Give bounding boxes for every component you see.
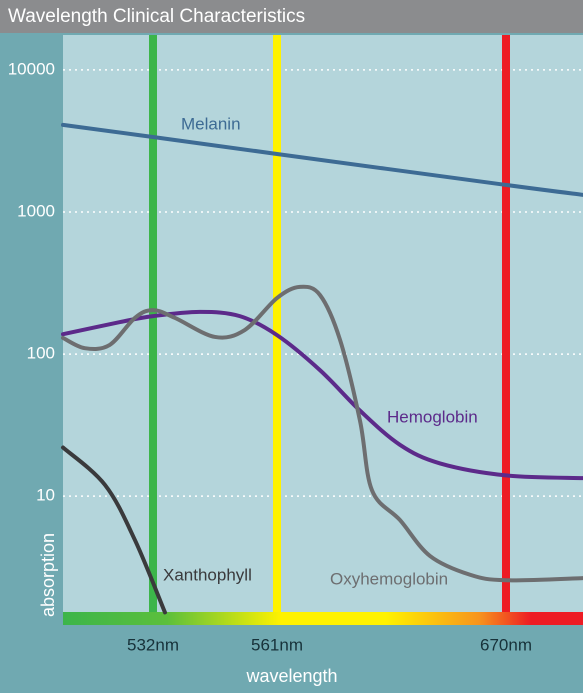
series-line [61, 445, 167, 615]
y-tick-label: 10 [36, 486, 55, 505]
series-line [61, 309, 583, 481]
x-axis-label: wavelength [245, 666, 337, 686]
series-label: Hemoglobin [387, 407, 478, 426]
series-label: Melanin [181, 114, 241, 133]
series-line [61, 122, 583, 197]
chart-title: Wavelength Clinical Characteristics [8, 6, 305, 27]
series-label: Xanthophyll [163, 565, 252, 584]
y-tick-label: 10000 [8, 59, 55, 78]
spectrum-bar [63, 612, 583, 625]
x-tick-label: 561nm [251, 635, 303, 654]
x-tick-label: 532nm [127, 635, 179, 654]
series-label: Oxyhemoglobin [330, 569, 448, 588]
y-tick-label: 1000 [17, 201, 55, 220]
x-tick-label: 670nm [480, 635, 532, 654]
title-bar [0, 0, 583, 33]
y-axis-label: absorption [38, 533, 58, 617]
y-tick-label: 100 [27, 344, 55, 363]
series-line [61, 284, 583, 583]
